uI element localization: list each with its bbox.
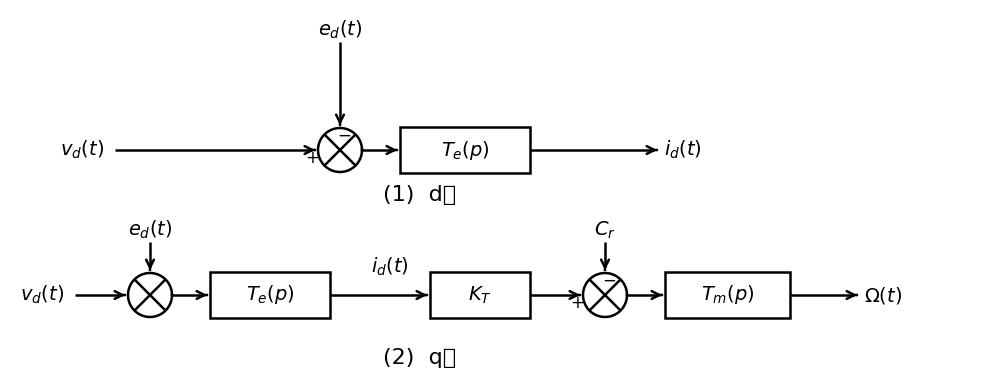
Text: $C_r$: $C_r$: [594, 219, 616, 241]
Text: −: −: [602, 272, 616, 290]
Text: $i_d(t)$: $i_d(t)$: [664, 139, 702, 161]
Text: $T_e(p)$: $T_e(p)$: [441, 139, 489, 161]
Text: $v_d(t)$: $v_d(t)$: [60, 139, 104, 161]
Text: −: −: [337, 127, 351, 145]
Text: $v_d(t)$: $v_d(t)$: [20, 284, 64, 306]
Text: $e_d(t)$: $e_d(t)$: [318, 19, 362, 41]
Text: $K_T$: $K_T$: [468, 284, 492, 306]
Bar: [430, 272, 530, 318]
Text: $e_d(t)$: $e_d(t)$: [128, 219, 172, 241]
Bar: [400, 127, 530, 173]
Bar: [210, 272, 330, 318]
Text: (2)  q轴: (2) q轴: [383, 348, 457, 368]
Text: $T_e(p)$: $T_e(p)$: [246, 284, 294, 307]
Text: (1)  d轴: (1) d轴: [383, 185, 457, 205]
Bar: [665, 272, 790, 318]
Text: $T_m(p)$: $T_m(p)$: [701, 284, 754, 307]
Text: +: +: [305, 149, 319, 167]
Text: $\Omega(t)$: $\Omega(t)$: [864, 284, 902, 305]
Text: +: +: [570, 294, 584, 312]
Text: $i_d(t)$: $i_d(t)$: [371, 256, 409, 278]
